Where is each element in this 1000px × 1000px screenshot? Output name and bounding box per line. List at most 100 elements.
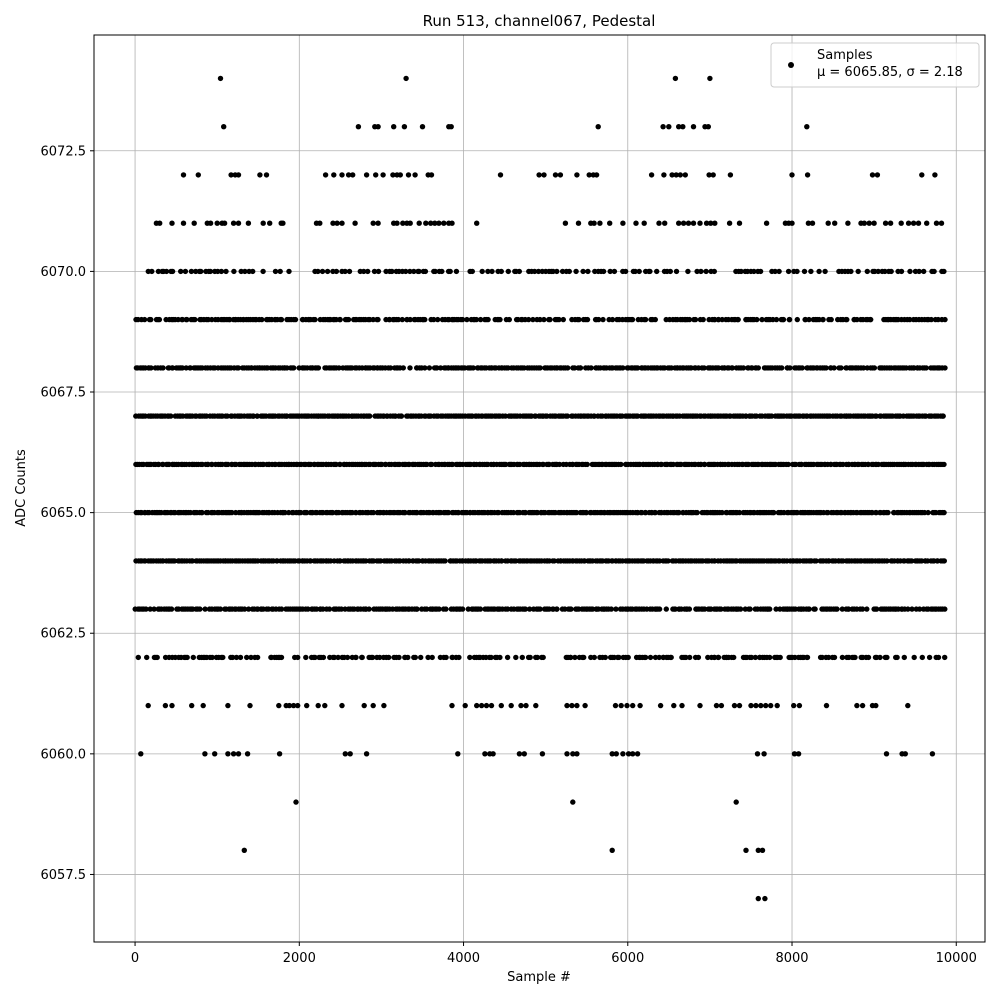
data-point (214, 220, 220, 226)
data-point (229, 509, 235, 516)
data-point (690, 220, 697, 226)
data-point (860, 365, 867, 371)
data-point (411, 268, 417, 275)
data-point (361, 702, 367, 709)
data-point (331, 172, 337, 178)
data-point (402, 509, 408, 516)
data-point (163, 268, 170, 275)
x-tick-label: 6000 (611, 951, 644, 966)
data-point (909, 558, 915, 564)
data-point (330, 220, 336, 226)
data-point (373, 172, 379, 178)
data-point (148, 365, 154, 371)
data-point (522, 606, 529, 612)
data-point (871, 365, 878, 371)
data-point (703, 220, 710, 226)
data-point (573, 509, 580, 516)
data-point (245, 220, 252, 226)
data-point (209, 654, 215, 661)
data-point (806, 606, 812, 612)
data-point (282, 509, 288, 516)
data-point (504, 606, 511, 612)
data-point (138, 751, 144, 757)
data-point (202, 751, 208, 757)
data-point (883, 751, 890, 757)
data-point (218, 268, 225, 275)
data-point (686, 606, 693, 612)
data-point (277, 268, 283, 275)
data-point (345, 316, 352, 323)
data-point (759, 847, 766, 853)
data-point (736, 702, 743, 709)
data-point (248, 654, 254, 661)
data-point (453, 268, 460, 275)
data-point (189, 702, 195, 709)
data-point (609, 316, 616, 323)
y-tick-label: 6070.0 (41, 265, 87, 280)
data-point (276, 751, 283, 757)
data-point (894, 654, 900, 661)
data-point (259, 316, 265, 323)
data-point (884, 558, 890, 564)
data-point (229, 654, 236, 661)
data-point (335, 654, 341, 661)
data-point (755, 365, 761, 371)
data-point (456, 654, 462, 661)
data-point (823, 702, 830, 709)
data-point (437, 365, 444, 371)
data-point (467, 654, 473, 661)
data-point (474, 702, 480, 709)
data-point (425, 654, 431, 661)
data-point (726, 220, 733, 226)
data-point (525, 316, 532, 323)
data-point (916, 606, 923, 612)
data-point (795, 751, 802, 757)
data-point (488, 654, 494, 661)
data-point (656, 220, 662, 226)
data-point (805, 220, 812, 226)
data-point (389, 268, 395, 275)
data-point (647, 654, 654, 661)
data-point (375, 124, 381, 130)
data-point (562, 220, 569, 226)
data-point (613, 751, 619, 757)
data-point (596, 316, 602, 323)
data-point (820, 316, 826, 323)
data-point (400, 220, 406, 226)
data-point (370, 220, 376, 226)
plot-frame (93, 34, 986, 943)
data-point (317, 220, 323, 226)
data-point (711, 268, 717, 275)
data-point (672, 75, 679, 82)
x-axis-ticks: 0 2000 4000 6000 8000 10000 (131, 942, 977, 966)
data-point (344, 654, 351, 661)
data-point (819, 654, 825, 661)
data-point (831, 654, 838, 661)
data-point (191, 220, 197, 226)
data-point (865, 654, 872, 661)
data-point (221, 124, 227, 130)
data-point (418, 654, 424, 661)
data-point (162, 702, 169, 709)
data-point (916, 268, 922, 275)
data-point (366, 606, 372, 612)
data-point (600, 268, 607, 275)
data-point (369, 654, 376, 661)
data-point (577, 365, 584, 371)
data-point (743, 847, 749, 853)
data-point (541, 316, 547, 323)
data-point (767, 606, 773, 612)
data-point (319, 268, 326, 275)
data-point (680, 124, 686, 130)
data-point (428, 172, 435, 178)
data-point (898, 220, 904, 226)
data-point (855, 268, 861, 275)
data-point (584, 461, 590, 468)
data-point (591, 220, 597, 226)
data-point (280, 220, 286, 226)
data-point (363, 172, 370, 178)
data-point (779, 365, 785, 371)
x-tick-label: 8000 (775, 951, 808, 966)
data-point (774, 702, 780, 709)
data-point (516, 751, 523, 757)
